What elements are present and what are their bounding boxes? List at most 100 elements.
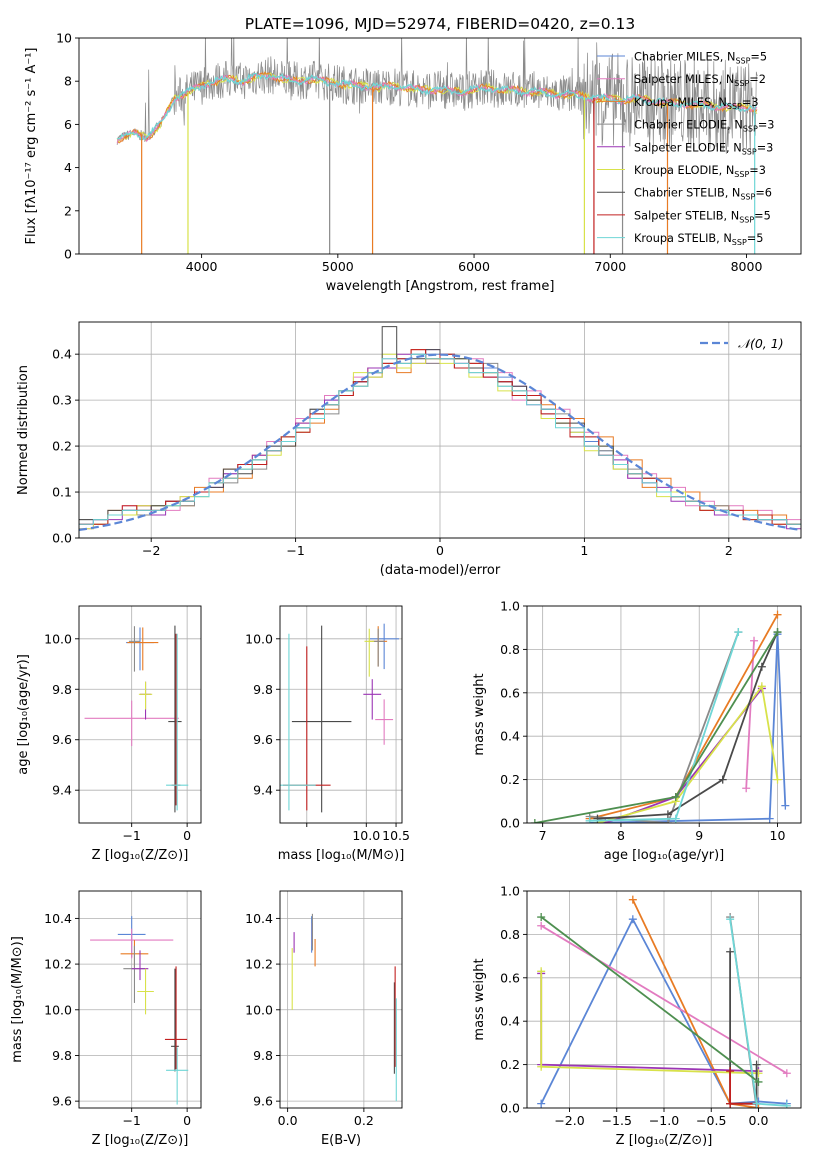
y-tick-label: 4	[64, 160, 72, 175]
y-tick-label: 0	[64, 247, 72, 262]
y-tick-label: 9.8	[253, 682, 273, 697]
legend-label: 𝒩(0, 1)	[738, 336, 784, 351]
weight-series-marker	[750, 636, 759, 645]
legend-label: Salpeter MILES, NSSP=2	[634, 73, 766, 88]
y-tick-label: 9.4	[52, 783, 72, 798]
plot-area	[116, 38, 758, 254]
x-tick-label: 0	[436, 543, 444, 558]
x-tick-label: 6000	[458, 259, 490, 274]
y-tick-label: 0.4	[52, 347, 72, 362]
y-tick-label: 0.2	[500, 772, 520, 787]
x-axis-label: age [log₁₀(age/yr)]	[604, 848, 725, 863]
x-tick-label: −0.5	[696, 1113, 726, 1128]
x-tick-label: −2	[142, 543, 160, 558]
weight-series-marker	[585, 816, 594, 823]
y-tick-label: 10.0	[245, 1002, 273, 1017]
y-tick-label: 9.4	[253, 783, 273, 798]
y-tick-label: 9.6	[52, 732, 72, 747]
weight-series-marker	[671, 814, 680, 823]
weight-series-marker	[726, 947, 735, 956]
plot-area	[90, 916, 189, 1105]
weight-vs-metallicity-panel: −2.0 −1.5 −1.0 −0.5 0.0 0.0 0.2 0.4 0.6 0.8 1.0 Z […	[472, 884, 802, 1148]
weight-series-marker	[782, 1101, 791, 1108]
y-tick-label: 10.2	[44, 957, 72, 972]
x-tick-label: 10	[770, 828, 786, 843]
x-axis-label: Z [log₁₀(Z/Z⊙)]	[92, 1133, 189, 1148]
legend-label: Salpeter ELODIE, NSSP=3	[634, 141, 773, 156]
weight-series-marker	[663, 819, 672, 823]
legend-label: Chabrier STELIB, NSSP=6	[634, 187, 772, 202]
weight-series-marker	[782, 1069, 791, 1078]
weight-series-marker	[765, 814, 774, 823]
y-tick-label: 0.8	[500, 642, 520, 657]
y-tick-label: 0.1	[52, 485, 72, 500]
y-tick-label: 6	[64, 117, 72, 132]
weight-series-line	[597, 631, 779, 820]
weight-series-marker	[757, 662, 766, 671]
y-tick-label: 8	[64, 74, 72, 89]
y-tick-label: 10.4	[44, 911, 72, 926]
y-tick-label: 10.0	[44, 631, 72, 646]
x-tick-label: 4000	[186, 259, 218, 274]
spectrum-panel: 4000 5000 6000 7000 8000 0 2 4 6 8 10 wavelength [A…	[24, 31, 802, 294]
legend-label: Kroupa ELODIE, NSSP=3	[634, 164, 766, 179]
weight-series-marker	[773, 775, 782, 784]
x-tick-label: 8000	[731, 259, 763, 274]
plot-area	[84, 625, 189, 813]
y-axis-label: Normed distribution	[16, 365, 31, 495]
x-axis-label: E(B-V)	[321, 1133, 361, 1148]
y-tick-label: 0.6	[500, 685, 520, 700]
axes-frame	[78, 890, 202, 1109]
weight-series-line	[745, 640, 755, 789]
y-tick-label: 10	[56, 31, 72, 46]
axes-frame	[78, 605, 202, 824]
x-tick-label: −1.5	[602, 1113, 632, 1128]
y-tick-label: 9.6	[253, 1094, 273, 1109]
weight-series-marker	[754, 1077, 763, 1086]
weight-series-marker	[663, 810, 672, 819]
plot-area	[291, 913, 397, 1102]
weight-series-line	[597, 684, 779, 823]
y-tick-label: 10.0	[245, 631, 273, 646]
x-tick-label: 0	[183, 828, 191, 843]
plot-area	[280, 623, 400, 813]
y-tick-label: 0.4	[500, 1014, 520, 1029]
x-axis-label: Z [log₁₀(Z/Z⊙)]	[616, 1133, 713, 1148]
weight-series-line	[540, 916, 760, 1083]
y-tick-label: 10.2	[245, 957, 273, 972]
legend-label: Chabrier ELODIE, NSSP=3	[634, 119, 774, 134]
y-tick-label: 0.0	[500, 816, 520, 831]
y-tick-label: 10.4	[245, 911, 273, 926]
y-tick-label: 9.8	[52, 1048, 72, 1063]
weight-series-marker	[628, 915, 637, 924]
y-axis-label: Flux [fλ10⁻¹⁷ erg cm⁻² s⁻¹ A⁻¹]	[24, 48, 39, 245]
weight-series-marker	[530, 819, 539, 823]
weight-series-marker	[734, 628, 743, 637]
weight-series-marker	[537, 921, 546, 930]
legend: 𝒩(0, 1)	[700, 336, 784, 351]
weight-series-marker	[726, 1099, 735, 1108]
age-vs-metallicity-panel: −1 0 9.4 9.6 9.8 10.0 Z [log₁₀(Z/Z⊙)] age [log₁…	[16, 605, 202, 863]
y-tick-label: 0.2	[52, 439, 72, 454]
y-tick-label: 9.8	[52, 682, 72, 697]
spectrum-model-line	[116, 72, 758, 141]
y-tick-label: 0.6	[500, 970, 520, 985]
x-tick-label: 7	[539, 828, 547, 843]
plot-area	[79, 326, 801, 538]
axes-frame	[279, 890, 403, 1109]
axes-frame	[78, 37, 802, 255]
weight-series-line	[631, 899, 759, 1108]
weight-series-marker	[537, 1062, 546, 1071]
legend-label: Chabrier MILES, NSSP=5	[634, 51, 767, 66]
residuals-histogram-panel: −2 −1 0 1 2 0.0 0.1 0.2 0.3 0.4 (data-model)/error…	[16, 321, 802, 578]
y-axis-label: mass weight	[472, 673, 487, 755]
weight-series-marker	[537, 967, 546, 976]
weight-vs-age-panel: 7 8 9 10 0.0 0.2 0.4 0.6 0.8 1.0 age [log₁₀(age/yr…	[472, 599, 802, 863]
x-tick-label: 8	[617, 828, 625, 843]
weight-series-marker	[773, 628, 782, 637]
weight-series-marker	[781, 801, 790, 810]
weight-series-marker	[742, 784, 751, 793]
x-tick-label: 1	[580, 543, 588, 558]
y-axis-label: mass weight	[472, 958, 487, 1040]
